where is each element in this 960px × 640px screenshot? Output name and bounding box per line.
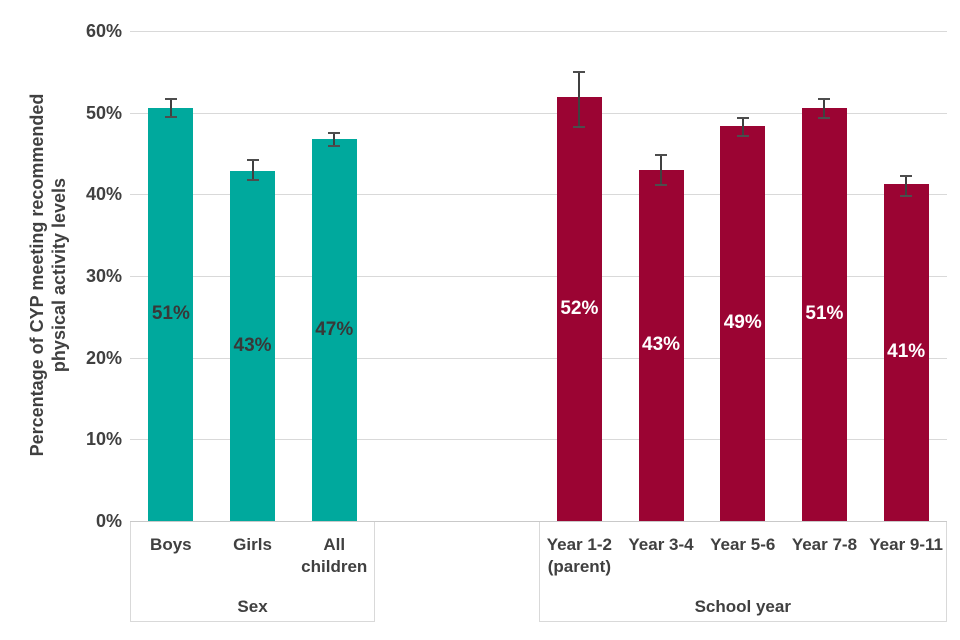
category-label-girls: Girls	[233, 535, 272, 554]
y-tick-label-20: 20%	[85, 347, 122, 368]
gridline-10	[130, 439, 947, 441]
bar-year-3-4	[638, 169, 684, 521]
category-label-all-children: All children	[301, 535, 368, 576]
error-bar-all-children	[333, 133, 336, 147]
category-label-year-1-2-parent: Year 1-2 (parent)	[546, 535, 612, 576]
error-bar-year-9-11	[905, 175, 908, 196]
axis-group-label-school-year: School year	[694, 597, 791, 616]
error-bar-cap-bottom-year-3-4	[655, 184, 668, 187]
gridline-60	[130, 31, 947, 32]
y-tick-label-10: 10%	[85, 429, 122, 450]
axis-group-box-school-year	[538, 522, 947, 622]
category-label-year-5-6: Year 5-6	[710, 535, 776, 554]
category-label-year-9-11: Year 9-11	[869, 535, 944, 554]
error-bar-cap-top-year-7-8	[818, 97, 831, 100]
x-axis-line	[130, 521, 947, 522]
error-bar-cap-top-girls	[246, 159, 259, 162]
bar-boys	[148, 107, 194, 521]
gridline-40	[130, 194, 947, 196]
bar-all-children	[311, 138, 357, 521]
error-bar-cap-bottom-year-5-6	[736, 135, 749, 138]
bar-value-label-all-children: 47%	[315, 318, 354, 340]
gridline-20	[130, 357, 947, 359]
bar-value-label-year-5-6: 49%	[723, 312, 762, 334]
bar-value-label-year-7-8: 51%	[805, 303, 844, 325]
bar-value-label-year-1-2-parent: 52%	[560, 298, 599, 320]
error-bar-cap-bottom-boys	[164, 115, 177, 118]
bar-value-label-boys: 51%	[151, 303, 190, 325]
error-bar-cap-bottom-all-children	[328, 145, 341, 148]
error-bar-year-3-4	[660, 155, 663, 186]
gridline-50	[130, 112, 947, 114]
error-bar-boys	[169, 98, 172, 117]
axis-group-box-sex	[130, 522, 376, 622]
axis-group-label-sex: Sex	[237, 597, 268, 616]
gridline-30	[130, 276, 947, 277]
y-tick-label-30: 30%	[85, 266, 122, 286]
error-bar-year-7-8	[823, 98, 826, 118]
bar-year-5-6	[720, 125, 766, 521]
error-bar-year-5-6	[741, 117, 744, 137]
y-tick-label-0: 0%	[95, 511, 122, 531]
y-tick-label-50: 50%	[85, 102, 122, 123]
error-bar-cap-bottom-year-1-2-parent	[573, 125, 586, 128]
error-bar-cap-top-year-9-11	[900, 174, 913, 177]
y-tick-label-60: 60%	[85, 21, 122, 41]
category-label-boys: Boys	[150, 535, 192, 554]
bar-year-9-11	[883, 183, 929, 521]
error-bar-cap-bottom-girls	[246, 179, 259, 182]
error-bar-cap-top-year-1-2-parent	[573, 70, 586, 73]
error-bar-cap-top-all-children	[328, 132, 341, 135]
bar-year-1-2-parent	[556, 97, 602, 521]
error-bar-cap-top-year-5-6	[736, 116, 749, 119]
y-tick-label-40: 40%	[85, 184, 122, 205]
error-bar-cap-top-year-3-4	[655, 154, 668, 157]
error-bar-girls	[251, 160, 254, 181]
error-bar-cap-bottom-year-7-8	[818, 116, 831, 119]
bar-value-label-year-3-4: 43%	[642, 334, 681, 356]
bar-value-label-girls: 43%	[233, 334, 272, 356]
category-label-year-3-4: Year 3-4	[628, 535, 694, 554]
category-label-year-7-8: Year 7-8	[791, 535, 858, 554]
bar-year-7-8	[801, 107, 847, 521]
error-bar-cap-bottom-year-9-11	[900, 194, 913, 197]
error-bar-cap-top-boys	[164, 97, 177, 100]
bar-girls	[230, 170, 276, 521]
bar-value-label-year-9-11: 41%	[887, 341, 926, 363]
error-bar-year-1-2-parent	[578, 71, 581, 127]
